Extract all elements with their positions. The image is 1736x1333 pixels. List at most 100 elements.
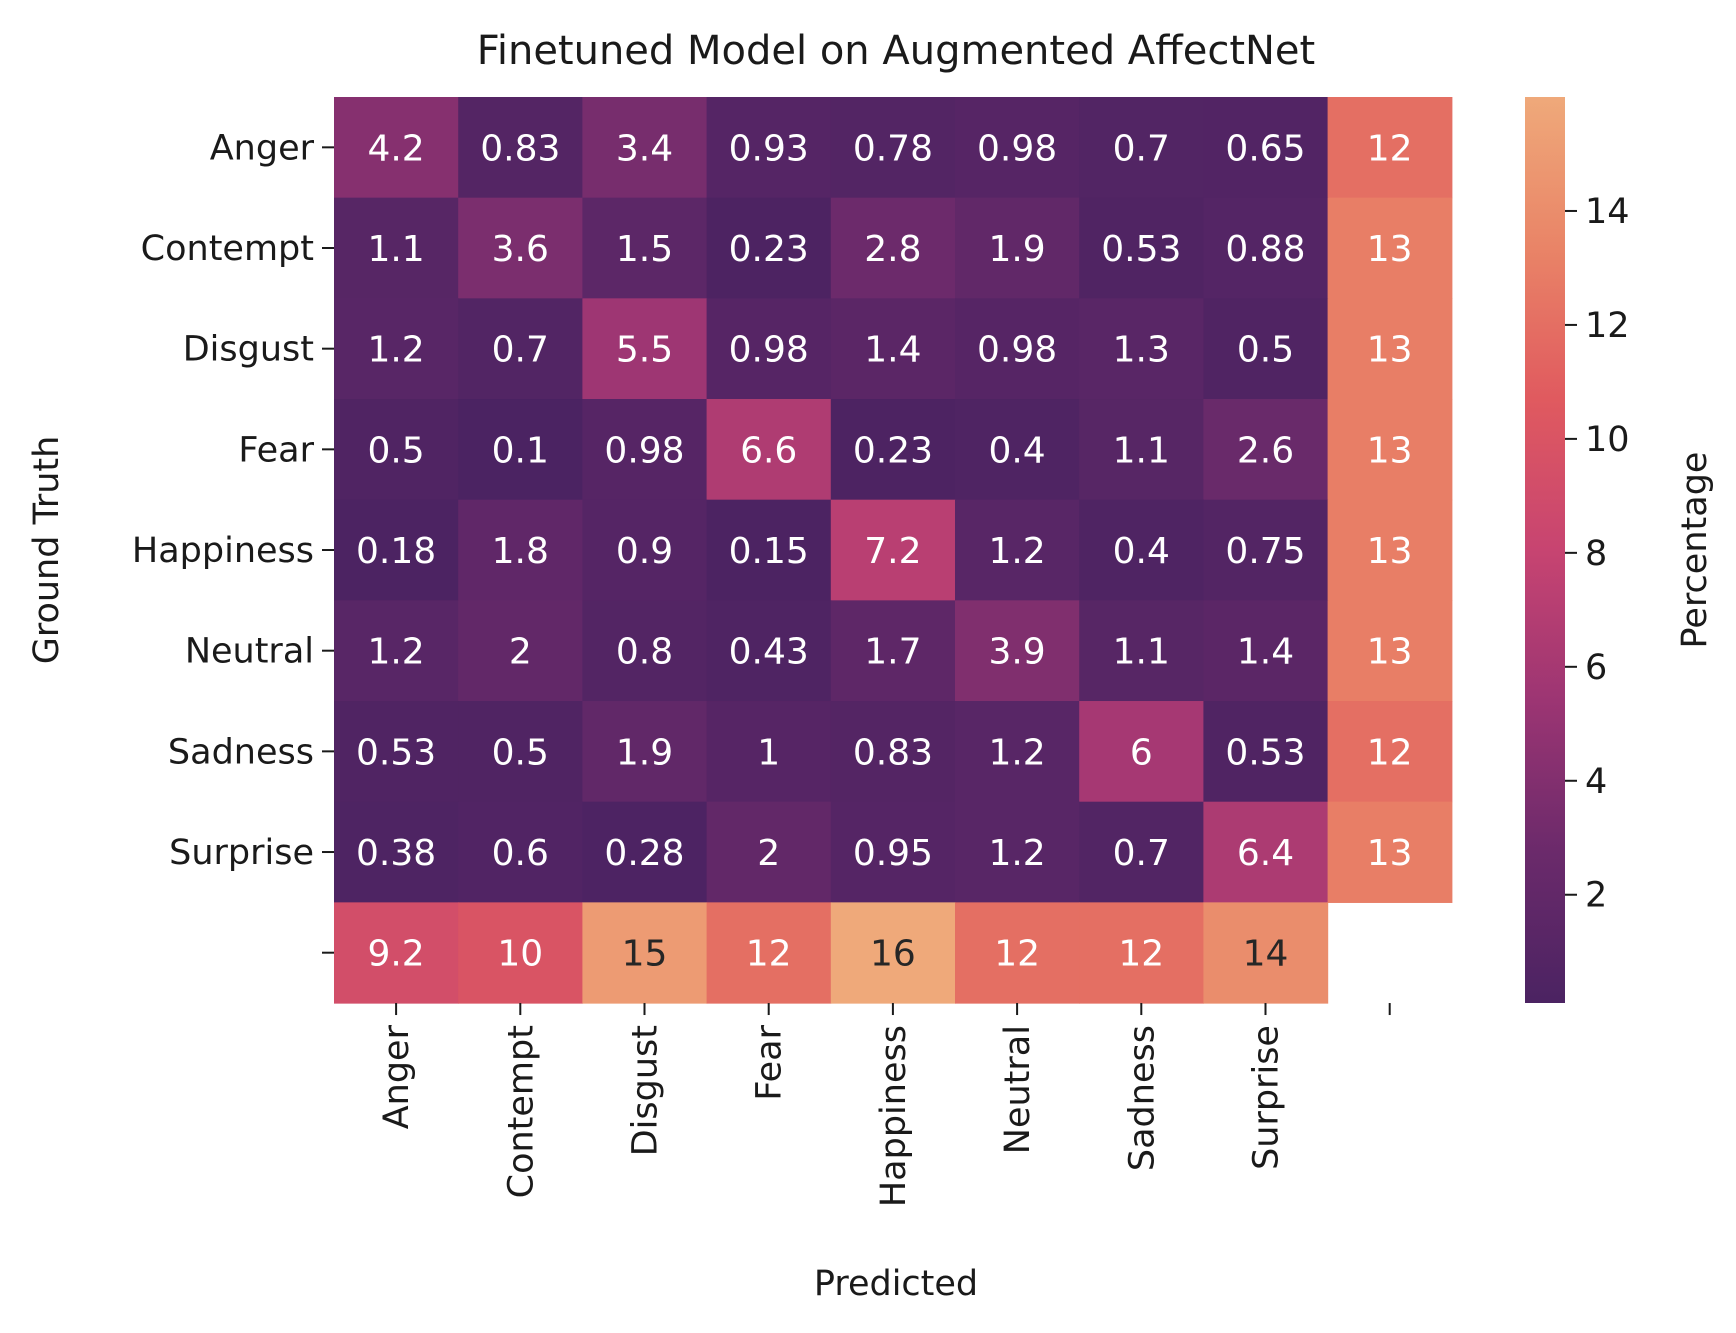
- cell-value-label: 0.5: [492, 732, 549, 773]
- cell-value-label: 2: [509, 632, 532, 673]
- cell-value-label: 0.4: [1113, 531, 1170, 572]
- cell-value-label: 0.78: [853, 128, 933, 169]
- cell-value-label: 15: [622, 934, 668, 975]
- cell-value-labels: 4.2 0.83 3.4 0.93 0.78 0.98 0.7 0.65 121.1 3.6 1.5…: [356, 128, 1413, 974]
- heatmap-cell: [706, 197, 832, 299]
- x-tick-label: Surprise: [1247, 1025, 1287, 1170]
- cell-value-label: 1.1: [1113, 632, 1170, 673]
- cell-value-label: 12: [1367, 732, 1413, 773]
- x-axis: Anger Contempt Disgust Fear Happiness Neutral…: [377, 1003, 1391, 1207]
- cell-value-label: 0.53: [1225, 732, 1305, 773]
- cell-value-label: 7.2: [864, 531, 921, 572]
- heatmap-cell: [1079, 600, 1204, 702]
- colorbar-tick-label: 4: [1585, 762, 1607, 802]
- heatmap-cell: [334, 298, 459, 400]
- heatmap-cell: [582, 600, 708, 702]
- colorbar-tick-label: 6: [1585, 648, 1607, 688]
- x-axis-label: Predicted: [814, 1264, 978, 1304]
- heatmap-cell: [955, 499, 1080, 601]
- cell-value-label: 14: [1243, 934, 1289, 975]
- cell-value-label: 0.98: [977, 128, 1057, 169]
- cell-value-label: 0.75: [1225, 531, 1305, 572]
- colorbar-tick-label: 10: [1585, 420, 1630, 460]
- cell-value-label: 2.8: [864, 229, 921, 270]
- y-axis-label: Ground Truth: [27, 436, 67, 665]
- heatmap-cell: [582, 902, 708, 1004]
- y-tick-label: Contempt: [141, 229, 314, 269]
- heatmap-cell: [582, 197, 708, 299]
- x-tick-label: Anger: [377, 1024, 417, 1129]
- cell-value-label: 1.1: [367, 229, 424, 270]
- heatmap-cell: [1203, 399, 1329, 501]
- heatmap-cell: [1079, 701, 1204, 803]
- heatmap-cell: [582, 399, 708, 501]
- colorbar-tick-label: 2: [1585, 876, 1607, 916]
- y-tick-label: Neutral: [185, 632, 314, 672]
- heatmap-cell: [1327, 701, 1453, 803]
- heatmap-cell: [458, 902, 583, 1004]
- x-tick-label: Sadness: [1122, 1025, 1162, 1171]
- cell-value-label: 0.6: [492, 833, 549, 874]
- heatmap-cell: [1203, 801, 1329, 903]
- y-tick-label: Fear: [238, 430, 314, 470]
- cell-value-label: 1.1: [1113, 430, 1170, 471]
- heatmap-cell: [1079, 399, 1204, 501]
- cell-value-label: 1.2: [988, 833, 1045, 874]
- y-tick-label: Happiness: [132, 531, 314, 571]
- y-axis: Anger Contempt Disgust Fear Happiness Neutral…: [132, 128, 334, 954]
- cell-value-label: 1.4: [1237, 632, 1294, 673]
- cell-value-label: 13: [1367, 229, 1413, 270]
- x-tick-label: Disgust: [626, 1025, 666, 1156]
- heatmap-cell: [955, 902, 1080, 1004]
- heatmap-cell: [1203, 197, 1329, 299]
- cell-value-label: 0.65: [1225, 128, 1305, 169]
- heatmap-cell: [582, 801, 708, 903]
- heatmap-cells: [334, 97, 1453, 1004]
- heatmap-cell: [706, 701, 832, 803]
- y-tick-label: Surprise: [169, 833, 314, 873]
- heatmap-cell: [830, 399, 956, 501]
- cell-value-label: 3.9: [988, 632, 1045, 673]
- y-tick-label: Anger: [210, 128, 315, 168]
- cell-value-label: 10: [497, 934, 543, 975]
- cell-value-label: 2: [757, 833, 780, 874]
- heatmap-cell: [334, 197, 459, 299]
- heatmap-cell: [1203, 298, 1329, 400]
- cell-value-label: 1.2: [367, 632, 424, 673]
- cell-value-label: 0.5: [1237, 330, 1294, 371]
- chart-title: Finetuned Model on Augmented AffectNet: [477, 28, 1315, 74]
- cell-value-label: 9.2: [367, 934, 424, 975]
- heatmap-cell: [334, 701, 459, 803]
- cell-value-label: 6: [1130, 732, 1153, 773]
- heatmap-cell: [1079, 902, 1204, 1004]
- cell-value-label: 0.98: [604, 430, 684, 471]
- heatmap-cell: [1079, 298, 1204, 400]
- cell-value-label: 0.53: [356, 732, 436, 773]
- cell-value-label: 6.4: [1237, 833, 1294, 874]
- cell-value-label: 1.9: [616, 732, 673, 773]
- cell-value-label: 0.53: [1101, 229, 1181, 270]
- cell-value-label: 0.1: [492, 430, 549, 471]
- cell-value-label: 0.88: [1225, 229, 1305, 270]
- heatmap-cell: [1327, 600, 1453, 702]
- heatmap-cell: [458, 499, 583, 601]
- heatmap-cell: [582, 499, 708, 601]
- heatmap-cell: [706, 399, 832, 501]
- cell-value-label: 1: [757, 732, 780, 773]
- cell-value-label: 13: [1367, 632, 1413, 673]
- cell-value-label: 0.93: [729, 128, 809, 169]
- cell-value-label: 0.28: [604, 833, 684, 874]
- cell-value-label: 12: [746, 934, 792, 975]
- heatmap-cell: [1079, 499, 1204, 601]
- heatmap-cell: [1203, 701, 1329, 803]
- heatmap-cell: [334, 97, 459, 199]
- cell-value-label: 0.7: [1113, 833, 1170, 874]
- cell-value-label: 0.43: [729, 632, 809, 673]
- heatmap-cell: [1079, 97, 1204, 199]
- cell-value-label: 13: [1367, 833, 1413, 874]
- cell-value-label: 1.9: [988, 229, 1045, 270]
- cell-value-label: 0.18: [356, 531, 436, 572]
- cell-value-label: 1.2: [988, 531, 1045, 572]
- heatmap-cell: [1203, 902, 1329, 1004]
- colorbar-tick-label: 14: [1585, 192, 1630, 232]
